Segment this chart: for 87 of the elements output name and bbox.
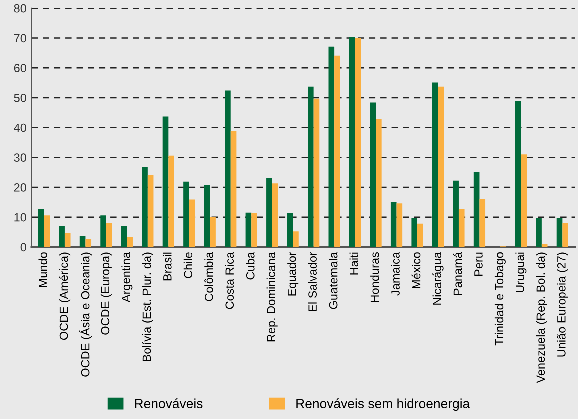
bar — [474, 172, 480, 248]
x-tick-label: Equador — [288, 252, 299, 296]
bar — [542, 244, 548, 248]
y-tick-label: 60 — [14, 64, 26, 72]
y-tick-label: 10 — [14, 213, 26, 222]
x-tick-label: El Salvador — [308, 252, 317, 312]
bar — [334, 56, 340, 248]
x-tick-label: Panamá — [453, 252, 462, 296]
y-tick-label: 70 — [14, 34, 26, 43]
bar — [390, 202, 397, 248]
bar — [370, 102, 376, 248]
y-tick-label: 0 — [20, 243, 26, 252]
bar — [308, 86, 314, 248]
x-tick-label: Jamaica — [391, 252, 400, 296]
bar — [458, 209, 465, 248]
bar — [562, 223, 568, 248]
x-tick-label: OCDE (Europa) — [100, 252, 112, 335]
bar — [142, 168, 148, 248]
bar — [38, 208, 44, 248]
x-tick-label: Colômbia — [204, 252, 214, 302]
x-tick-label: Chile — [184, 252, 193, 278]
bar — [396, 204, 403, 248]
bar — [418, 224, 424, 248]
bar — [376, 119, 382, 248]
x-tick-label: Mundo — [38, 252, 48, 288]
bar — [272, 184, 278, 248]
bar — [168, 156, 174, 248]
bar — [225, 90, 231, 248]
bar — [127, 237, 133, 248]
bar — [536, 218, 542, 248]
bar — [453, 180, 459, 248]
x-tick-label: OCDE (América) — [59, 252, 71, 340]
bar — [148, 174, 154, 248]
y-tick-label: 80 — [14, 4, 26, 13]
bar — [121, 226, 128, 248]
bar — [515, 102, 522, 248]
y-tick-label: 40 — [14, 124, 26, 132]
x-tick-label: Honduras — [370, 252, 380, 302]
bar — [204, 185, 210, 248]
bar — [328, 46, 335, 248]
x-tick-label: Costa Rica — [225, 252, 234, 310]
x-tick-label: Uruguai — [516, 252, 527, 292]
x-tick-label: Rep. Dominicana — [266, 252, 278, 342]
bar — [432, 82, 438, 248]
bar — [162, 116, 169, 248]
bar — [246, 212, 252, 248]
bar — [100, 216, 106, 248]
bar — [293, 232, 299, 248]
bar — [412, 218, 418, 248]
bar — [252, 213, 258, 248]
bar — [230, 131, 237, 248]
x-tick-label: Venezuela (Rep. Bol. da) — [536, 252, 548, 384]
bar — [521, 154, 527, 248]
x-tick-label: Bolívia (Est. Plur. da) — [142, 252, 154, 362]
x-tick-label: Argentina — [122, 252, 133, 303]
bar — [86, 239, 92, 248]
bar — [210, 217, 216, 248]
bar — [556, 218, 563, 248]
bar — [287, 213, 294, 248]
bar — [438, 86, 444, 248]
x-tick-label: Nicarágua — [432, 252, 444, 305]
bar — [355, 38, 362, 248]
legend-label: Renováveis — [135, 398, 203, 408]
legend-label: Renováveis sem hidroenergia — [296, 398, 470, 412]
x-tick-label: Brasil — [163, 252, 172, 281]
bar — [314, 98, 320, 248]
bar — [349, 37, 356, 248]
x-tick-label: Guatemala — [329, 252, 338, 310]
bar — [44, 216, 50, 248]
x-tick-label: Cuba — [246, 252, 255, 280]
bar — [59, 226, 65, 248]
y-tick-label: 30 — [14, 154, 26, 162]
x-tick-label: Peru — [474, 252, 483, 276]
bar — [184, 182, 190, 248]
bar — [266, 178, 272, 248]
bar — [80, 236, 86, 248]
bar — [64, 233, 71, 248]
y-tick-label: 50 — [14, 94, 26, 102]
x-tick-label: OCDE (Ásia e Oceania) — [79, 252, 92, 377]
x-tick-label: Trinidad e Tobago — [494, 252, 506, 346]
bar — [480, 199, 486, 248]
x-tick-label: Haiti — [350, 252, 358, 275]
y-tick-label: 20 — [14, 184, 26, 192]
x-tick-label: União Europeia (27) — [557, 252, 568, 357]
x-tick-label: México — [412, 252, 421, 288]
bar — [106, 223, 112, 248]
bar — [189, 200, 196, 248]
